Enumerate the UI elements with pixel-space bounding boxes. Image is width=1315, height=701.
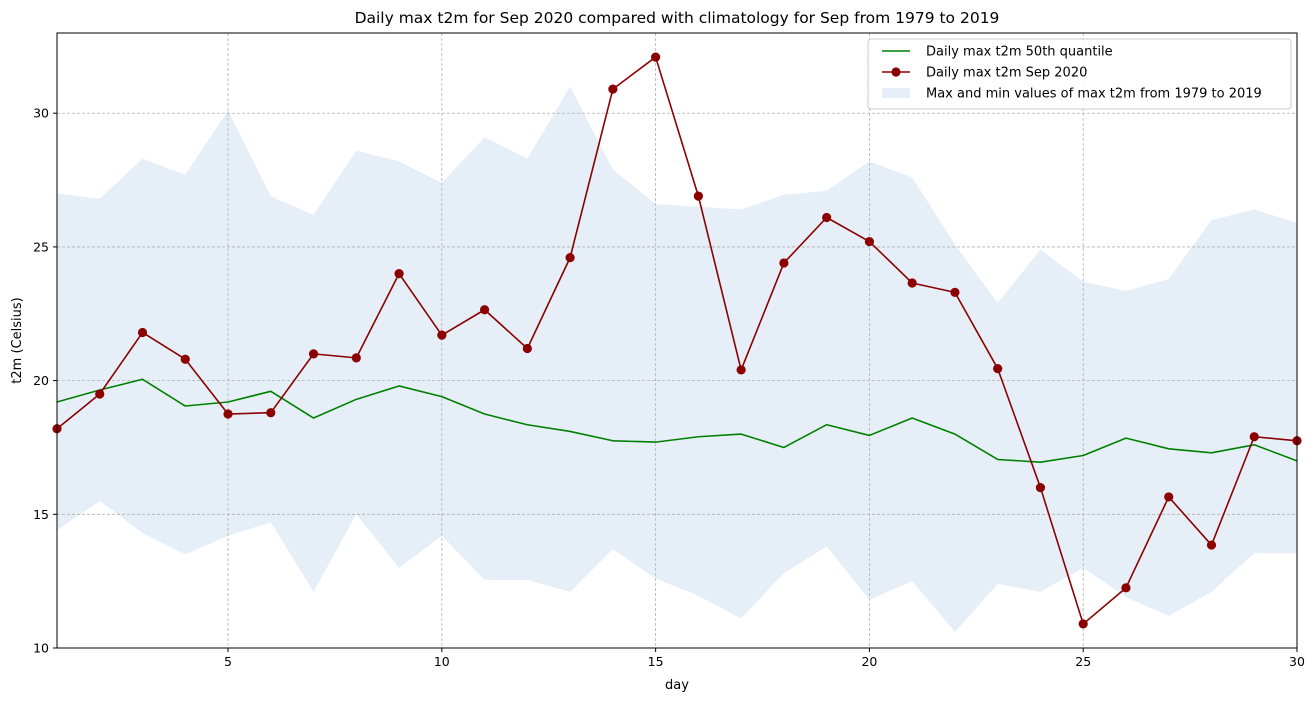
data-point	[522, 343, 532, 354]
x-tick-label: 25	[1075, 654, 1091, 669]
data-point	[736, 365, 746, 375]
data-point	[693, 191, 703, 201]
x-tick-label: 20	[861, 654, 877, 669]
data-point	[394, 269, 404, 279]
chart-title: Daily max t2m for Sep 2020 compared with…	[355, 9, 1000, 27]
data-point	[1078, 619, 1088, 629]
series-line	[56, 378, 1298, 463]
legend-box	[867, 38, 1292, 110]
data-point	[437, 330, 447, 340]
x-tick-label: 10	[434, 654, 450, 669]
legend-label: Daily max t2m 50th quantile	[926, 45, 1113, 60]
plot-frame	[56, 32, 1298, 649]
x-tick-label: 30	[1289, 654, 1305, 669]
data-point	[479, 305, 490, 315]
data-point	[351, 353, 361, 363]
y-axis-ticks: 10 15 20 25 30	[33, 106, 57, 656]
y-tick-label: 30	[33, 106, 49, 121]
climatology-band	[57, 86, 1297, 632]
data-point	[565, 253, 575, 263]
data-point	[608, 84, 618, 94]
x-axis-label: day	[665, 678, 689, 693]
legend-entry: Max and min values of max t2m from 1979 …	[882, 87, 1262, 102]
data-point	[1035, 482, 1046, 493]
y-tick-label: 15	[33, 507, 49, 522]
y-axis-label: t2m (Celsius)	[10, 297, 25, 383]
series-sep-2020	[52, 52, 1302, 629]
data-point	[779, 258, 789, 268]
data-point	[137, 327, 148, 338]
data-point	[308, 349, 319, 359]
data-point	[1164, 492, 1174, 502]
legend-entry: Daily max t2m Sep 2020	[882, 66, 1087, 81]
data-point	[1206, 540, 1217, 550]
data-point	[1121, 583, 1131, 593]
series-layer	[52, 52, 1302, 629]
data-point	[1249, 432, 1259, 442]
data-point	[95, 389, 105, 399]
y-tick-label: 10	[33, 641, 49, 656]
grid-layer	[57, 33, 1297, 648]
data-point	[822, 212, 832, 223]
legend-label: Max and min values of max t2m from 1979 …	[926, 87, 1262, 102]
x-tick-label: 15	[648, 654, 664, 669]
y-tick-label: 20	[33, 373, 49, 388]
x-axis-ticks: 5 10 15 20 25 30	[224, 648, 1305, 669]
legend-label: Daily max t2m Sep 2020	[926, 66, 1087, 81]
x-tick-label: 5	[224, 654, 232, 669]
legend-swatch	[882, 88, 910, 98]
data-point	[864, 236, 875, 247]
data-point	[993, 363, 1003, 374]
data-point	[180, 354, 190, 364]
data-point	[950, 287, 960, 297]
series-median	[56, 378, 1298, 463]
data-point	[651, 52, 661, 62]
data-point	[266, 408, 276, 418]
y-tick-label: 25	[33, 239, 49, 254]
series-line	[56, 56, 1298, 625]
band-layer	[57, 86, 1297, 632]
legend-entry: Daily max t2m 50th quantile	[882, 45, 1113, 60]
data-point	[223, 409, 233, 419]
legend: Daily max t2m 50th quantile Daily max t2m…	[867, 38, 1292, 110]
data-point	[907, 278, 917, 288]
legend-marker	[891, 67, 901, 77]
